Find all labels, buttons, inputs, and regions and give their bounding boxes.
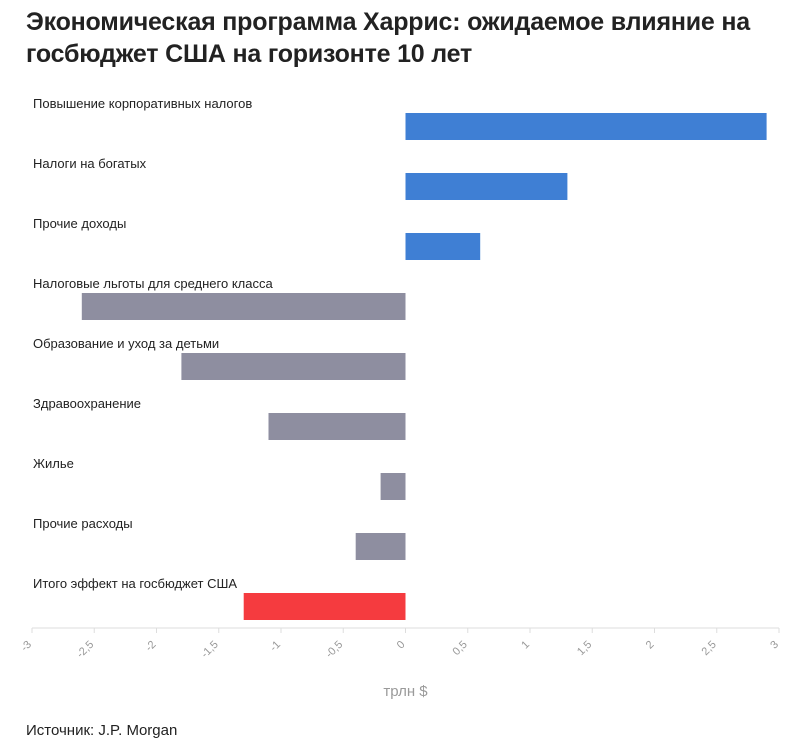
bars [81, 113, 767, 620]
category-label: Налоговые льготы для среднего класса [33, 276, 273, 291]
x-tick-label: 3 [768, 639, 781, 652]
category-label: Образование и уход за детьми [33, 336, 219, 351]
bar [81, 293, 406, 320]
x-tick-label: 0,5 [451, 639, 470, 658]
category-label: Прочие расходы [33, 516, 133, 531]
x-tick-label: 1 [519, 639, 532, 652]
category-label: Налоги на богатых [33, 156, 147, 171]
x-tick-label: 1,5 [575, 639, 594, 658]
x-axis: -3 -2,5 -2 -1,5 -1 -0,5 0 0,5 1 1,5 2 2,5 3 [19, 627, 781, 661]
category-label: Здравоохранение [33, 396, 141, 411]
x-tick-label: 2,5 [700, 639, 719, 658]
bar [181, 353, 406, 380]
category-label: Жилье [33, 456, 74, 471]
category-labels: Повышение корпоративных налогов Налоги на… [33, 96, 273, 591]
x-tick-label: 2 [644, 639, 657, 652]
category-label: Итого эффект на госбюджет США [33, 576, 237, 591]
bar [380, 473, 406, 500]
category-label: Прочие доходы [33, 216, 126, 231]
x-tick-label: -1,5 [199, 639, 221, 661]
x-axis-title: трлн $ [383, 683, 428, 700]
bar [268, 413, 406, 440]
source-note: Источник: J.P. Morgan [26, 722, 178, 739]
bar [405, 173, 568, 200]
category-label: Повышение корпоративных налогов [33, 96, 252, 111]
x-tick-label: 0 [395, 639, 408, 652]
bar [405, 233, 481, 260]
x-tick-label: -2,5 [74, 639, 96, 661]
bar [405, 113, 767, 140]
bar [243, 593, 406, 620]
x-tick-label: -0,5 [323, 639, 345, 661]
bar [355, 533, 406, 560]
x-tick-label: -3 [19, 639, 34, 654]
x-tick-label: -2 [143, 639, 158, 654]
chart-title: Экономическая программа Харрис: ожидаемо… [26, 8, 750, 68]
x-tick-label: -1 [268, 639, 283, 654]
